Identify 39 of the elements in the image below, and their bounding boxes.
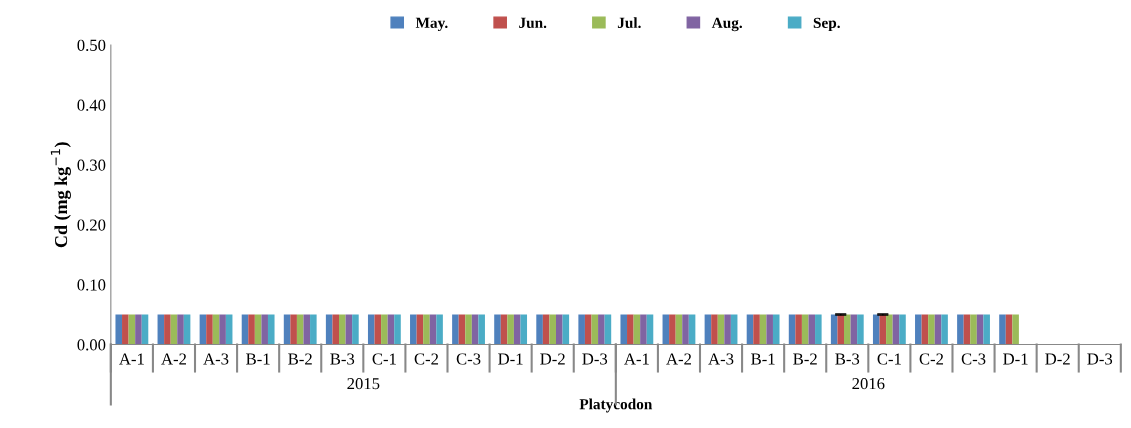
legend-label: Jul.: [617, 17, 641, 29]
legend-label: Aug.: [711, 17, 743, 32]
x-tick-label: A-2: [161, 353, 186, 365]
x-tick-label: D-2: [1045, 353, 1070, 365]
x-tick-label: B-3: [835, 353, 860, 365]
x-tick-label: A-1: [624, 353, 649, 365]
x-tick-label: D-1: [498, 353, 523, 365]
x-tick-label: A-3: [203, 353, 229, 365]
x-tick-label: D-3: [1087, 353, 1113, 365]
x-tick-label: B-1: [751, 353, 775, 365]
x-tick-label: C-1: [372, 353, 396, 365]
x-tick-label: D-1: [1003, 353, 1028, 365]
x-tick-label: C-2: [414, 353, 439, 365]
legend-label: May.: [415, 17, 448, 32]
x-tick-label: B-2: [288, 353, 312, 365]
x-tick-label: A-3: [708, 353, 734, 365]
x-tick-label: B-3: [330, 353, 355, 365]
y-tick-label: 0.30: [77, 159, 106, 171]
x-axis-title: Platycodon: [579, 398, 653, 413]
x-tick-label: C-1: [877, 353, 901, 365]
x-tick-label: C-3: [961, 353, 986, 365]
x-tick-label: A-2: [666, 353, 691, 365]
x-tick-label: C-3: [456, 353, 481, 365]
x-tick-label: B-2: [793, 353, 817, 365]
x-tick-label: D-2: [540, 353, 565, 365]
y-tick-label: 0.20: [77, 219, 106, 231]
text: 2015: [347, 377, 380, 390]
y-tick-label: 0.10: [77, 279, 106, 291]
y-tick-label: 0.40: [77, 99, 106, 111]
x-tick-label: B-1: [246, 353, 270, 365]
text: 2016: [852, 377, 885, 390]
y-tick-label: 0.00: [77, 339, 106, 351]
y-axis-title: Cd (mg kg$^{−1}$): [50, 142, 71, 248]
y-tick-label: 0.50: [77, 39, 106, 51]
legend-label: Jun.: [519, 17, 547, 29]
x-tick-label: D-3: [582, 353, 608, 365]
x-tick-label: A-1: [119, 353, 144, 365]
x-tick-label: C-2: [919, 353, 944, 365]
legend-label: Sep.: [813, 17, 840, 32]
